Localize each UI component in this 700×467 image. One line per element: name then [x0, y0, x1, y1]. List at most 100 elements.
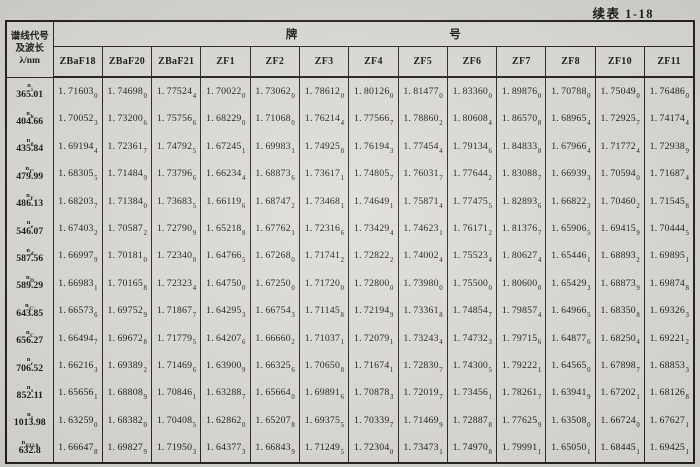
spectral-line-mark: nt	[27, 411, 33, 422]
table-row: nh 404.66 1. 700523 1. 732006 1. 757566 1. 68…	[5, 105, 695, 133]
refractive-index-cell: 1. 645650	[545, 351, 596, 380]
refractive-index-cell: 1. 775244	[151, 77, 202, 106]
refractive-index-cell: 1. 848338	[496, 132, 547, 160]
refractive-index-cell: 1. 703397	[348, 406, 399, 434]
refractive-index-cell: 1. 723400	[151, 242, 202, 270]
refractive-index-cell: 1. 698748	[644, 269, 695, 297]
refractive-index-cell: 1. 717795	[151, 324, 202, 352]
table-row: nF′ 479.99 1. 683055 1. 714849 1. 737966 1. 6…	[5, 160, 695, 188]
wavelength-value: 1013.98	[13, 417, 46, 429]
refractive-index-cell: 1. 719503	[151, 433, 202, 463]
refractive-index-cell: 1. 746231	[397, 214, 448, 243]
refractive-index-cell: 1. 668223	[545, 187, 596, 215]
refractive-index-cell: 1. 652188	[200, 214, 251, 243]
refractive-index-cell: 1. 654461	[545, 242, 596, 270]
row-label: ni 365.01	[5, 77, 54, 106]
refractive-index-cell: 1. 687472	[249, 187, 300, 215]
refractive-index-cell: 1. 748057	[348, 160, 399, 188]
column-header-ZBaF18: ZBaF18	[52, 46, 103, 78]
refractive-index-cell: 1. 677621	[249, 214, 300, 243]
refractive-index-cell: 1. 714699	[397, 406, 448, 434]
wavelength-value: 587.56	[16, 253, 44, 264]
spectral-line-mark: nr	[26, 356, 34, 367]
refractive-index-cell: 1. 683820	[101, 406, 153, 434]
refractive-index-cell: 1. 723166	[298, 214, 350, 243]
refractive-index-cell: 1. 736171	[298, 160, 350, 188]
row-label: nC′ 643.85	[5, 296, 54, 325]
refractive-index-cell: 1. 678987	[594, 351, 646, 380]
refractive-index-cell: 1. 715458	[644, 187, 695, 215]
refractive-index-cell: 1. 708783	[348, 379, 399, 407]
wavelength-value: 435.84	[16, 143, 44, 155]
refractive-index-cell: 1. 741744	[644, 105, 695, 133]
row-label: nD 589.29	[5, 269, 54, 297]
refractive-index-cell: 1. 689654	[545, 105, 596, 133]
refractive-index-cell: 1. 654293	[545, 269, 596, 297]
refractive-index-cell: 1. 774544	[397, 132, 448, 160]
refractive-index-cell: 1. 676271	[644, 406, 695, 434]
spectral-line-mark: nh	[26, 109, 34, 121]
wavelength-value: 479.99	[16, 170, 44, 182]
table-row: ni 365.01 1. 716030 1. 746980 1. 775244 1. 70…	[5, 77, 695, 106]
refractive-index-cell: 1. 750490	[594, 77, 646, 106]
refractive-index-cell: 1. 761943	[348, 132, 399, 160]
refractive-index-cell: 1. 732006	[101, 105, 153, 133]
table-row: nC′ 643.85 1. 665736 1. 697529 1. 718677 1. 6…	[5, 296, 695, 325]
refractive-index-cell: 1. 707880	[545, 77, 596, 106]
refractive-index-cell: 1. 728307	[397, 351, 448, 380]
column-header-ZF8: ZF8	[545, 46, 596, 78]
table-row: nC 656.27 1. 664947 1. 696728 1. 717795 1. 64…	[5, 324, 695, 352]
refractive-index-cell: 1. 684451	[594, 433, 646, 463]
wavelength-value: 632.8	[18, 445, 41, 457]
refractive-index-cell: 1. 713840	[101, 187, 153, 215]
refractive-index-cell: 1. 628620	[200, 406, 251, 434]
wavelength-value: 706.52	[16, 362, 44, 374]
table-caption: 续表 1-18	[592, 7, 654, 21]
row-label: nF′ 479.99	[5, 160, 54, 188]
refractive-index-cell: 1. 683055	[52, 160, 103, 188]
refractive-index-cell: 1. 639009	[200, 351, 251, 380]
refractive-index-cell: 1. 723617	[101, 132, 153, 160]
row-label: ns 852.11	[5, 379, 54, 407]
refractive-index-cell: 1. 806000	[496, 269, 547, 297]
refractive-index-cell: 1. 652078	[249, 406, 300, 434]
refractive-index-cell: 1. 659065	[545, 214, 596, 243]
refractive-index-cell: 1. 774755	[446, 187, 498, 215]
refractive-index-cell: 1. 705940	[594, 160, 646, 188]
refractive-index-cell: 1. 691944	[52, 132, 103, 160]
refractive-index-cell: 1. 666478	[52, 433, 103, 463]
column-header-ZF11: ZF11	[644, 46, 695, 78]
column-header-ZBaF21: ZBaF21	[151, 46, 202, 78]
spectral-line-mark: nC′	[25, 301, 35, 312]
refractive-index-cell: 1. 755000	[446, 269, 498, 297]
refractive-index-cell: 1. 776442	[446, 160, 498, 188]
refractive-index-cell: 1. 694251	[644, 433, 695, 463]
refractive-index-cell: 1. 682504	[594, 324, 646, 352]
group-header-row: 谱线代号 及波长 λ/nm 牌 号	[5, 21, 695, 78]
refractive-index-cell: 1. 764860	[644, 77, 695, 106]
refractive-index-cell: 1. 681268	[644, 379, 695, 407]
refractive-index-cell: 1. 737966	[151, 160, 202, 188]
spectral-line-mark: nF′	[25, 164, 35, 175]
refractive-index-cell: 1. 747323	[446, 324, 498, 352]
refractive-index-cell: 1. 830887	[496, 160, 547, 188]
refractive-index-cell: 1. 692212	[644, 324, 695, 352]
row-label: nr 706.52	[5, 351, 54, 380]
row-label: nF 486.13	[5, 187, 54, 215]
refractive-index-cell: 1. 647665	[200, 242, 251, 270]
wavelength-value: 589.29	[16, 280, 44, 292]
refractive-index-cell: 1. 672680	[249, 242, 300, 270]
row-label: ng 435.84	[5, 132, 54, 160]
column-header-ZF6: ZF6	[446, 46, 498, 78]
refractive-index-cell: 1. 792221	[496, 351, 547, 380]
refractive-index-cell: 1. 734681	[298, 187, 350, 215]
wavelength-value: 852.11	[16, 389, 43, 401]
refractive-index-cell: 1. 699831	[249, 132, 300, 160]
refractive-index-cell: 1. 704085	[151, 406, 202, 434]
refractive-index-cell: 1. 688739	[594, 269, 646, 297]
refractive-index-cell: 1. 650501	[545, 433, 596, 463]
refractive-index-cell: 1. 674032	[52, 214, 103, 243]
refractive-index-cell: 1. 865708	[496, 105, 547, 133]
refractive-index-cell: 1. 688089	[101, 379, 153, 407]
refractive-index-cell: 1. 806274	[496, 242, 547, 270]
